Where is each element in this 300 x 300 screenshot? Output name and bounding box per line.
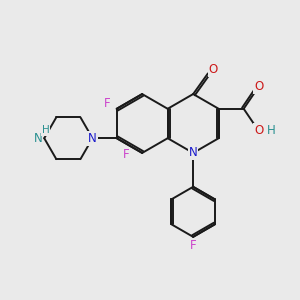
Text: N: N (33, 132, 42, 145)
Text: F: F (104, 97, 111, 110)
Text: O: O (254, 124, 264, 137)
Text: N: N (88, 132, 97, 145)
Text: O: O (208, 63, 218, 76)
Text: H: H (42, 125, 50, 135)
Text: H: H (266, 124, 275, 137)
Text: F: F (123, 148, 129, 161)
Text: N: N (189, 146, 197, 159)
Text: O: O (254, 80, 264, 93)
Text: F: F (190, 238, 196, 252)
